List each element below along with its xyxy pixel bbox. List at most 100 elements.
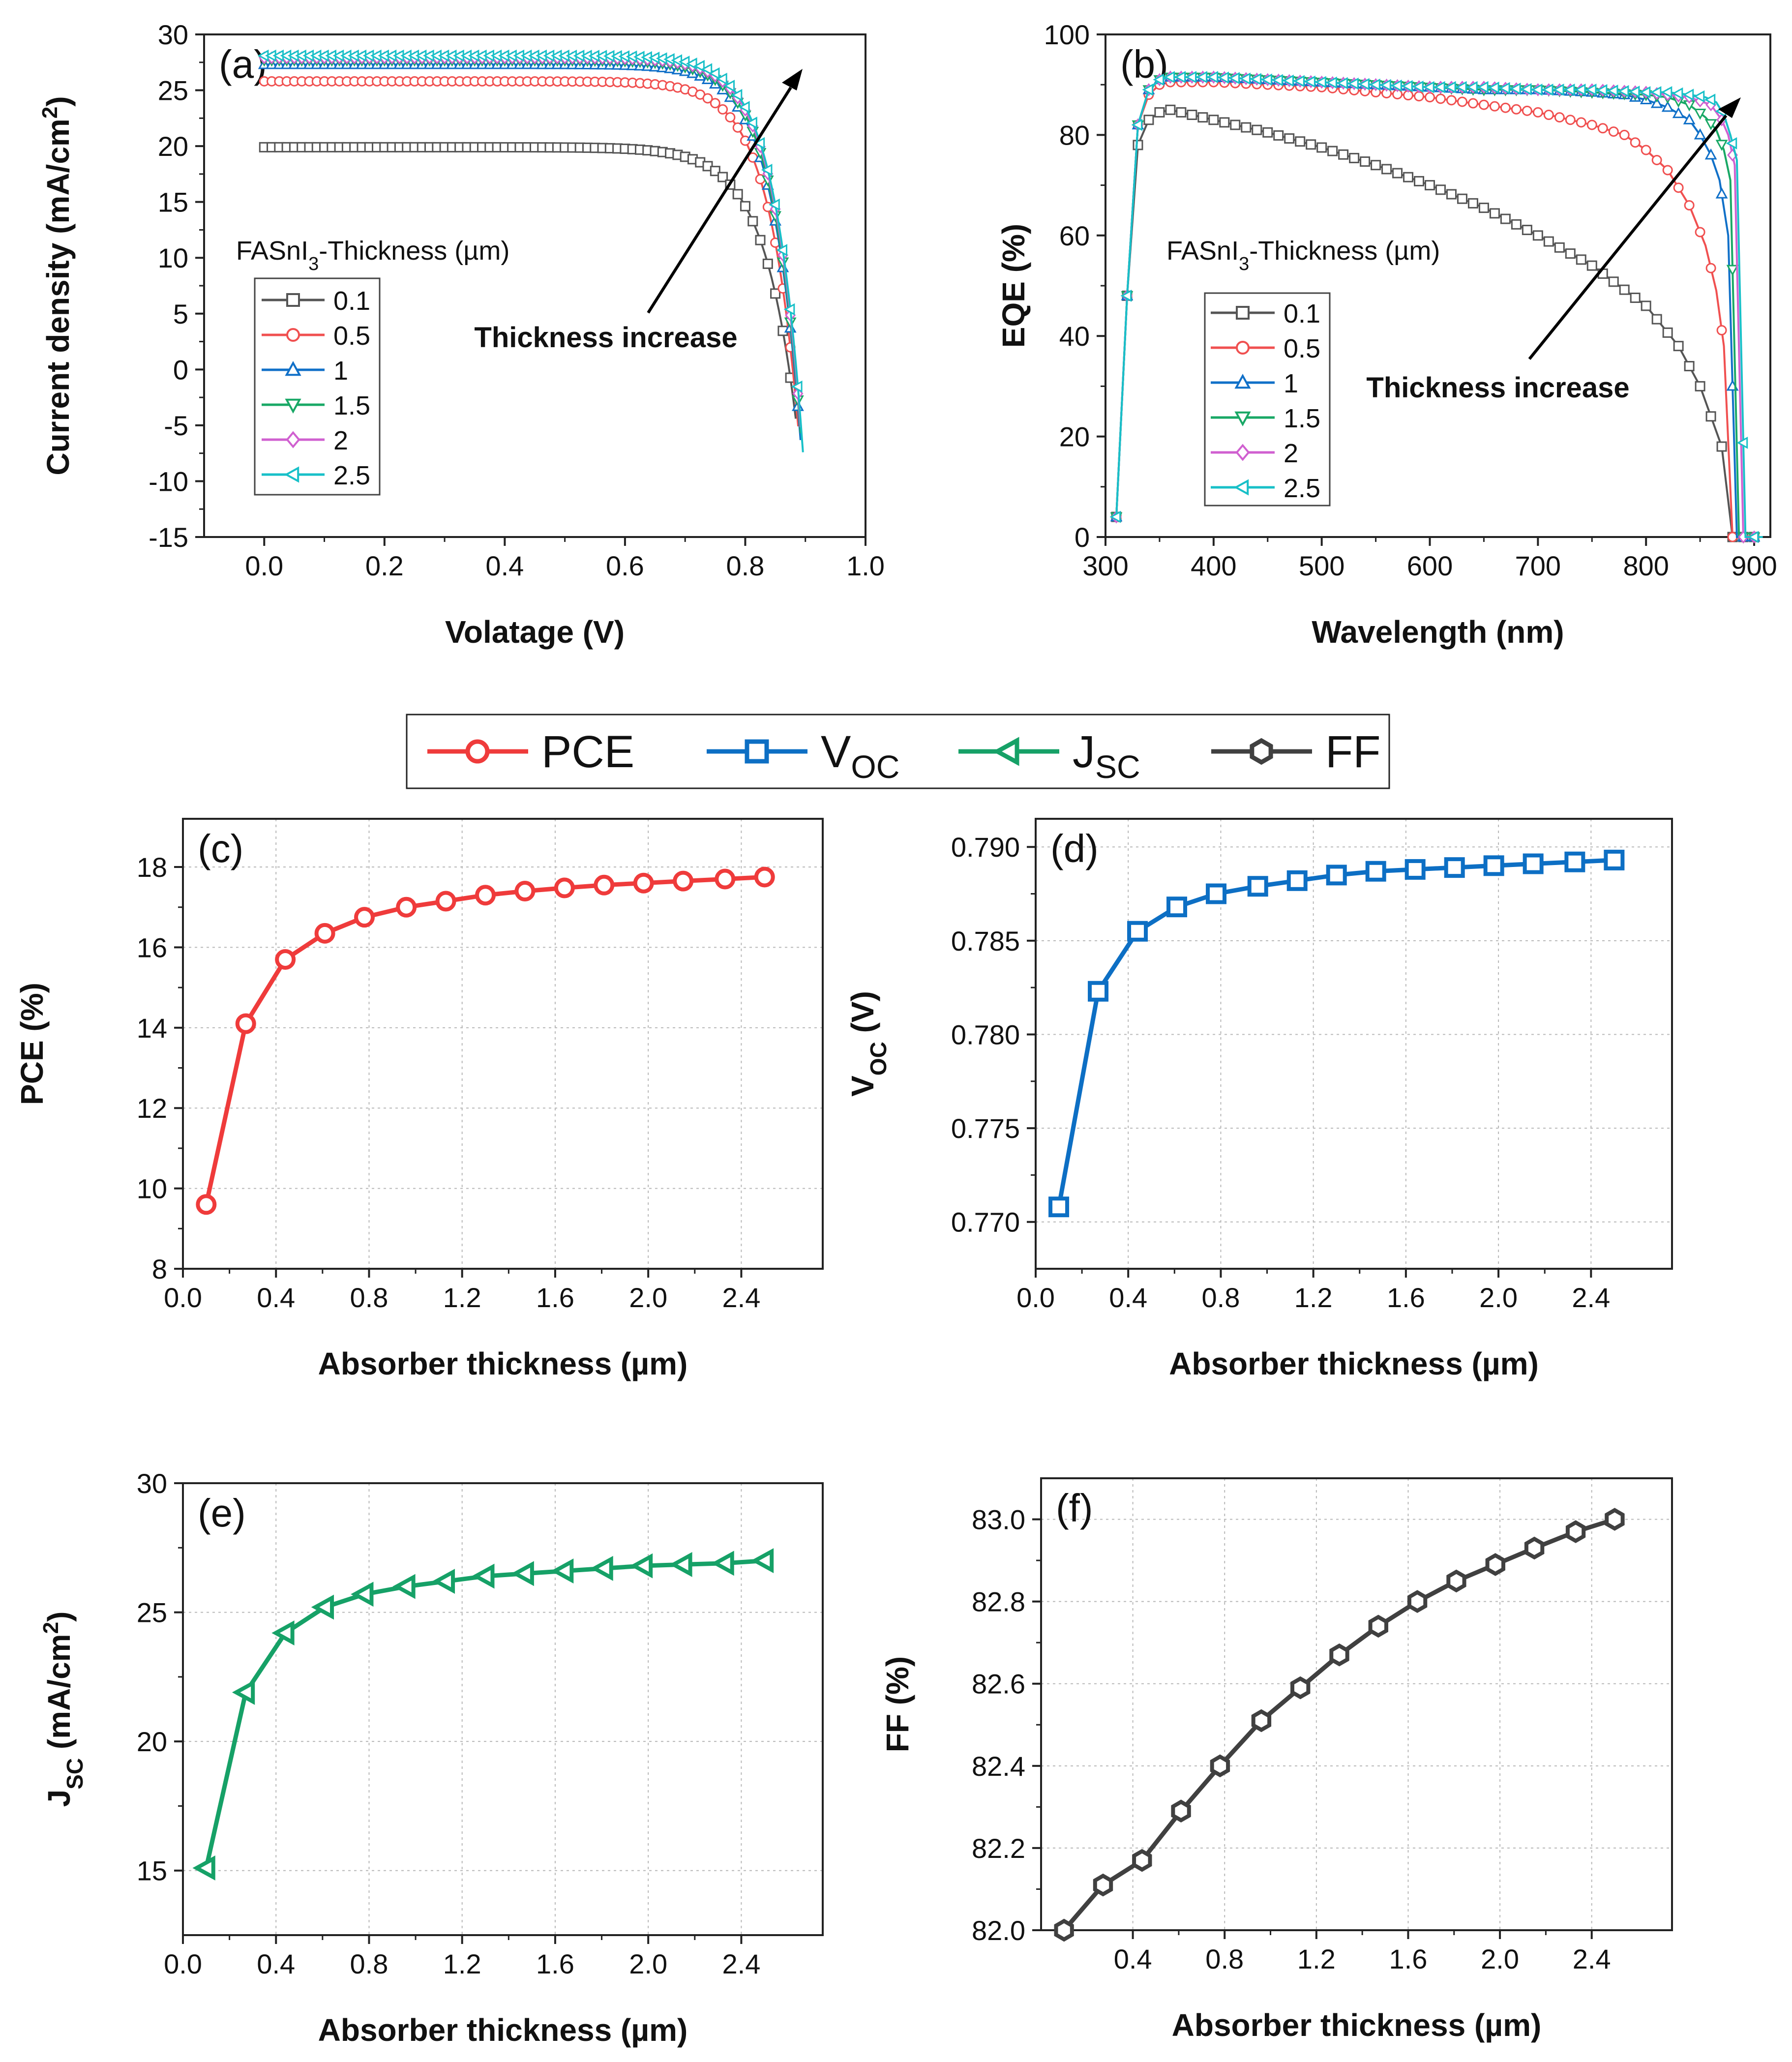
y-axis-title: PCE (%): [14, 983, 50, 1105]
series-ff: [1054, 1508, 1625, 1942]
data-point: [1365, 861, 1386, 882]
data-point: [1662, 165, 1673, 176]
x-tick-label: 1.6: [1387, 1282, 1425, 1313]
figure-legend: PCE VOC JSC FF: [406, 714, 1390, 789]
figure-legend-item-ff: FF: [1211, 727, 1380, 777]
data-point: [1093, 1873, 1113, 1897]
data-point: [738, 101, 750, 114]
data-point: [1604, 849, 1625, 870]
data-point: [1532, 107, 1543, 118]
data-point: [1358, 78, 1370, 90]
figure-legend-item-v: VOC: [707, 727, 899, 785]
x-tick-label: 0.4: [257, 1282, 295, 1313]
legend-marker: [285, 361, 301, 376]
x-tick-label: 0.0: [245, 550, 283, 581]
legend-title: FASnI3-Thickness (µm): [236, 236, 509, 274]
data-point: [1747, 531, 1759, 543]
legend-item-0.5: 0.5: [262, 321, 370, 351]
data-point: [1446, 95, 1457, 106]
data-point: [1054, 1918, 1074, 1942]
data-point: [1716, 325, 1727, 336]
data-point: [1511, 219, 1522, 230]
data-point: [769, 198, 780, 211]
y-axis-title: FF (%): [880, 1656, 915, 1753]
legend-marker: [286, 293, 300, 307]
data-point: [1371, 160, 1381, 171]
y-tick-label: 82.6: [972, 1669, 1025, 1700]
data-point: [1639, 86, 1651, 98]
chart-a-annotation: Thickness increase: [474, 69, 803, 354]
legend-label: FF: [1325, 727, 1380, 777]
data-point: [1523, 853, 1544, 874]
data-point: [1684, 361, 1695, 372]
data-point: [1185, 71, 1197, 84]
data-point: [1048, 1196, 1070, 1218]
data-point: [472, 1563, 495, 1589]
legend-marker: [285, 398, 301, 414]
data-point: [1228, 72, 1240, 85]
data-point: [1154, 107, 1165, 118]
data-point: [1315, 76, 1326, 89]
data-point: [717, 104, 728, 115]
data-point: [1241, 122, 1252, 133]
data-point: [1478, 99, 1489, 110]
series-line: [1056, 858, 1614, 1208]
figure-legend-item-pce: PCE: [427, 727, 634, 777]
data-point: [1143, 115, 1154, 125]
data-point: [271, 1620, 295, 1646]
y-tick-label: 82.8: [972, 1586, 1025, 1617]
annotation-arrow-line: [1528, 115, 1728, 360]
data-point: [731, 89, 743, 101]
data-point: [1650, 86, 1662, 98]
y-tick-label: 5: [173, 299, 188, 329]
legend-label: PCE: [541, 727, 634, 777]
legend-marker: [286, 328, 300, 342]
data-point: [551, 1558, 574, 1584]
chart-b-series: [1109, 70, 1763, 544]
data-point: [1132, 1849, 1152, 1872]
data-point: [275, 949, 296, 970]
y-tick-label: 0.775: [951, 1113, 1020, 1144]
data-point: [1425, 180, 1435, 191]
data-point: [1250, 73, 1261, 86]
legend-marker: [1234, 374, 1251, 389]
legend-label: 1: [333, 356, 348, 386]
data-point: [354, 907, 375, 928]
legend-label: 2.5: [333, 461, 370, 490]
data-point: [192, 1855, 215, 1881]
data-point: [1542, 83, 1553, 96]
y-tick-label: 25: [137, 1597, 167, 1628]
panel-label: (c): [198, 827, 243, 870]
data-point: [1477, 81, 1489, 93]
data-point: [1563, 83, 1575, 96]
legend-marker: [992, 737, 1019, 766]
legend-marker: [286, 431, 300, 448]
y-tick-label: 12: [137, 1093, 167, 1124]
y-tick-label: 40: [1059, 321, 1090, 352]
legend-label: 0.5: [1284, 334, 1320, 363]
y-tick-label: 0.770: [951, 1207, 1020, 1238]
data-point: [1651, 155, 1662, 165]
plot-frame: [1040, 1477, 1673, 1931]
data-point: [1284, 133, 1295, 144]
data-point: [1218, 71, 1229, 84]
data-point: [1403, 172, 1414, 182]
data-point: [432, 1569, 455, 1594]
annotation-text: Thickness increase: [1366, 372, 1629, 404]
data-point: [1531, 83, 1543, 96]
y-tick-label: 60: [1059, 220, 1090, 251]
y-tick-label: -10: [149, 466, 188, 497]
data-point: [770, 288, 781, 299]
chart-e: 0.0 0.4 0.8 1.2 1.6 2.0 2.4 15 20 25 30 (e) Absorber…: [39, 1468, 824, 2048]
data-point: [710, 98, 720, 109]
data-point: [1120, 290, 1132, 302]
data-point: [710, 166, 720, 177]
data-point: [1683, 113, 1696, 124]
data-point: [1466, 81, 1478, 93]
data-point: [594, 874, 615, 896]
panel-label: (a): [219, 42, 267, 86]
y-tick-label: 30: [158, 19, 188, 50]
x-tick-label: 0.4: [257, 1948, 295, 1979]
data-point: [1736, 436, 1748, 449]
y-tick-label: 20: [158, 131, 188, 162]
